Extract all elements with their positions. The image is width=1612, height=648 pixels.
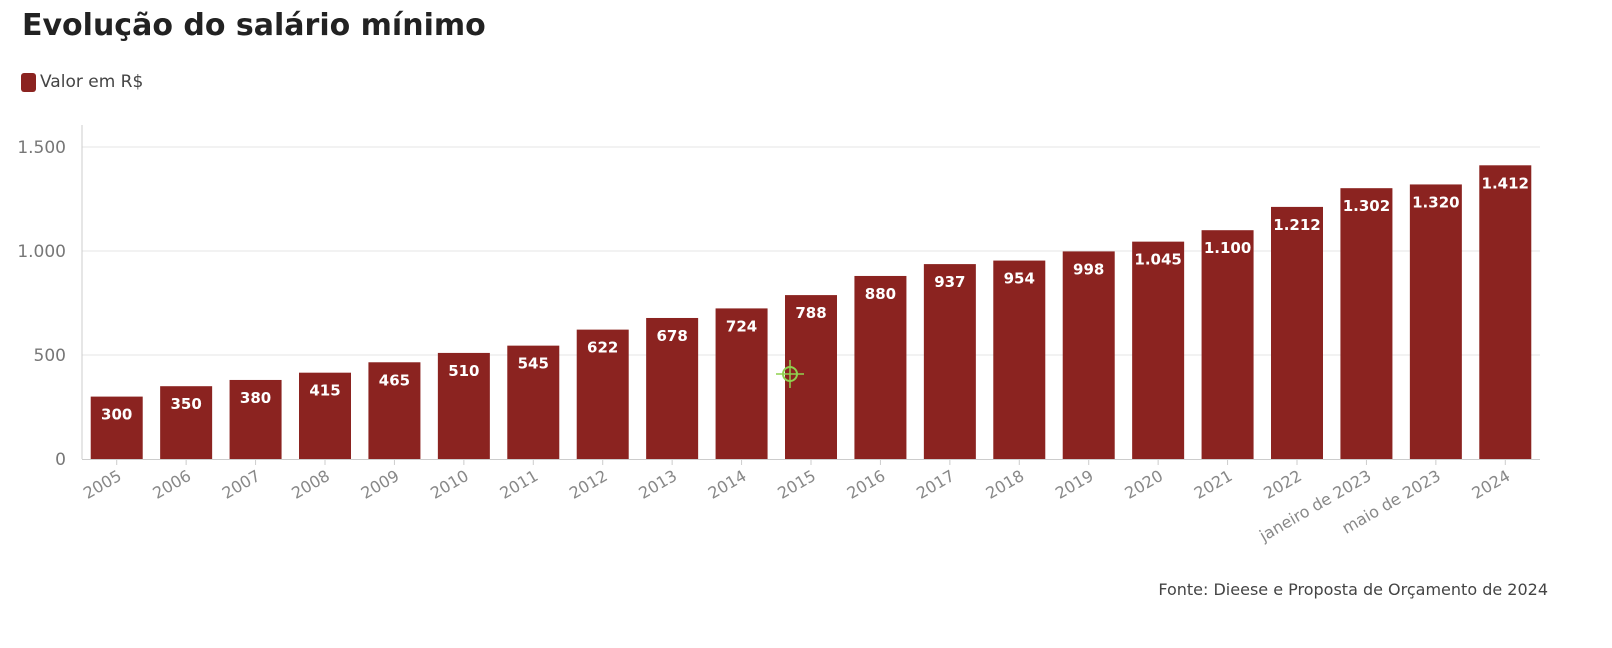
data-label: 678 (656, 327, 687, 345)
x-tick-label: 2005 (80, 466, 125, 503)
x-axis: 2005 2006 2007 2008 2009 2010 2011 2012 2013 2014… (80, 459, 1540, 546)
x-tick-label: 2006 (149, 466, 194, 503)
bar[interactable] (1271, 206, 1323, 459)
bar[interactable] (1479, 165, 1532, 459)
bar[interactable] (368, 362, 421, 459)
data-label: 1.212 (1273, 216, 1320, 234)
x-tick-label: 2015 (774, 466, 819, 503)
bar[interactable] (1340, 188, 1393, 459)
bar[interactable] (1132, 241, 1185, 459)
bar[interactable] (160, 386, 213, 459)
data-label: 1.320 (1412, 193, 1459, 211)
bar[interactable] (1201, 230, 1254, 459)
bar[interactable] (646, 317, 699, 459)
data-label: 380 (240, 389, 271, 407)
data-label: 1.412 (1482, 174, 1529, 192)
data-label: 415 (309, 382, 340, 400)
data-label: 622 (587, 339, 618, 357)
bar[interactable] (993, 260, 1046, 459)
y-tick-label: 1.000 (17, 242, 66, 262)
bar[interactable] (576, 329, 629, 459)
data-label: 937 (934, 273, 965, 291)
bar[interactable] (229, 379, 282, 459)
data-label: 465 (379, 371, 410, 389)
data-label: 1.302 (1343, 197, 1390, 215)
bar[interactable] (299, 372, 351, 459)
data-label: 350 (170, 395, 201, 413)
bar[interactable] (1409, 184, 1462, 459)
legend[interactable]: Valor em R$ (21, 72, 143, 92)
crosshair-cursor-icon (776, 360, 804, 388)
source-note: Fonte: Dieese e Proposta de Orçamento de… (1158, 580, 1548, 599)
bars: 300 350 380 415 465 510 545 622 678 724 788 880 937 9… (90, 165, 1532, 459)
x-tick-label: 2018 (983, 466, 1028, 503)
x-tick-label: 2016 (844, 466, 889, 503)
x-tick-label: 2014 (705, 466, 750, 503)
x-tick-label: 2021 (1191, 466, 1236, 503)
data-label: 724 (726, 317, 757, 335)
data-label: 510 (448, 362, 479, 380)
y-tick-label: 500 (34, 346, 66, 366)
x-tick-label: 2011 (497, 466, 542, 503)
x-tick-label: 2013 (635, 466, 680, 503)
data-label: 954 (1004, 270, 1035, 288)
bar[interactable] (785, 295, 837, 459)
x-tick-label: 2020 (1121, 466, 1166, 503)
y-tick-label: 0 (55, 450, 66, 470)
x-tick-label: 2009 (358, 466, 403, 503)
data-label: 1.045 (1134, 251, 1181, 269)
x-tick-label: 2012 (566, 466, 611, 503)
bar[interactable] (90, 396, 143, 459)
x-tick-label: 2019 (1052, 466, 1097, 503)
x-tick-label: 2010 (427, 466, 472, 503)
bar[interactable] (507, 345, 560, 459)
bar[interactable] (854, 275, 907, 459)
bar[interactable] (715, 308, 768, 459)
data-label: 1.100 (1204, 239, 1251, 257)
y-tick-label: 1.500 (17, 138, 66, 158)
x-tick-label: 2024 (1469, 466, 1514, 503)
bar[interactable] (923, 264, 976, 459)
x-tick-label: 2008 (288, 466, 333, 503)
x-tick-label: 2007 (219, 466, 264, 503)
data-label: 300 (101, 406, 132, 424)
bar[interactable] (437, 352, 490, 459)
data-label: 788 (795, 304, 826, 322)
x-tick-label: 2022 (1260, 466, 1305, 503)
x-tick-label: 2017 (913, 466, 958, 503)
chart-title: Evolução do salário mínimo (22, 8, 486, 43)
legend-label: Valor em R$ (40, 72, 144, 92)
legend-swatch (21, 72, 36, 92)
data-label: 545 (518, 355, 549, 373)
data-label: 998 (1073, 260, 1104, 278)
bar[interactable] (1062, 251, 1115, 459)
y-axis: 0 500 1.000 1.500 (17, 125, 83, 470)
data-label: 880 (865, 285, 896, 303)
